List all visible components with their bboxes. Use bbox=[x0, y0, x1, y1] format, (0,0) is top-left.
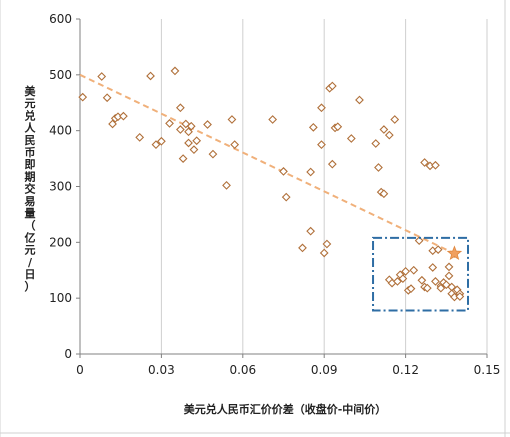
x-tick-labels: 0 0.03 0.06 0.09 0.12 0.15 bbox=[76, 363, 500, 377]
scatter-point bbox=[184, 127, 193, 137]
scatter-point bbox=[417, 275, 427, 285]
scatter-point bbox=[222, 181, 231, 190]
scatter-point bbox=[203, 120, 212, 129]
y-tick-label: 0 bbox=[64, 347, 72, 361]
scatter-point bbox=[306, 226, 316, 236]
scatter-point bbox=[102, 93, 112, 103]
scatter-point bbox=[157, 136, 166, 146]
scatter-point bbox=[178, 154, 188, 163]
scatter-point bbox=[406, 284, 416, 294]
scatter-point bbox=[401, 266, 410, 276]
scatter-point bbox=[431, 277, 440, 286]
scatter-point bbox=[379, 125, 389, 134]
scatter-point bbox=[135, 132, 145, 142]
scatter-point bbox=[384, 130, 394, 140]
x-tick-label: 0.12 bbox=[392, 363, 419, 377]
scatter-point bbox=[420, 158, 429, 167]
scatter-point bbox=[346, 134, 356, 143]
x-tick-label: 0.06 bbox=[229, 363, 256, 377]
scatter-point bbox=[189, 145, 199, 155]
scatter-point bbox=[306, 167, 316, 177]
scatter-point bbox=[374, 163, 383, 172]
y-tick-label: 500 bbox=[49, 68, 72, 82]
scatter-point bbox=[317, 140, 326, 150]
scatter-point bbox=[444, 271, 454, 281]
y-tick-label: 400 bbox=[49, 124, 72, 138]
scatter-points bbox=[78, 66, 465, 302]
scatter-point bbox=[78, 92, 88, 102]
scatter-point bbox=[317, 103, 326, 113]
trendline-group bbox=[79, 73, 455, 255]
scatter-point bbox=[428, 263, 438, 272]
x-tick-label: 0.15 bbox=[474, 363, 501, 377]
scatter-point bbox=[431, 160, 440, 170]
scatter-point bbox=[192, 136, 202, 146]
x-tick-label: 0 bbox=[76, 363, 84, 377]
gridlines bbox=[160, 19, 488, 354]
y-axis-title: 美元兑人民币即期交易量（亿元/日） bbox=[25, 84, 37, 293]
scatter-point bbox=[319, 248, 329, 258]
y-tick-labels: 0 100 200 300 400 500 600 bbox=[49, 12, 72, 361]
scatter-point bbox=[208, 149, 218, 159]
scatter-point bbox=[165, 119, 174, 128]
scatter-point bbox=[279, 167, 288, 176]
scatter-point bbox=[327, 81, 337, 91]
scatter-point bbox=[390, 115, 400, 124]
scatter-point bbox=[322, 239, 332, 249]
y-tick-label: 600 bbox=[49, 12, 72, 26]
highlight-box bbox=[372, 236, 470, 312]
scatter-point bbox=[170, 66, 180, 76]
scatter-point bbox=[327, 159, 337, 169]
scatter-point bbox=[455, 292, 465, 301]
scatter-point bbox=[176, 125, 185, 134]
scatter-point bbox=[281, 192, 291, 202]
scatter-point bbox=[433, 245, 443, 254]
scatter-point bbox=[176, 103, 185, 113]
scatter-point bbox=[268, 115, 278, 124]
scatter-point bbox=[371, 139, 381, 148]
scatter-point bbox=[108, 119, 117, 129]
scatter-point bbox=[308, 122, 318, 132]
scatter-point bbox=[444, 262, 454, 272]
trendline bbox=[79, 73, 455, 255]
scatter-point bbox=[409, 265, 419, 275]
scatter-point bbox=[151, 140, 161, 150]
y-tick-label: 300 bbox=[49, 180, 72, 194]
scatter-point bbox=[146, 71, 155, 81]
highlight-group bbox=[372, 236, 470, 312]
scatter-point bbox=[298, 243, 307, 253]
scatter-point bbox=[379, 189, 389, 199]
y-tick-label: 100 bbox=[49, 291, 72, 305]
scatter-point bbox=[184, 138, 193, 148]
highlight-star-point bbox=[446, 245, 463, 261]
scatter-point bbox=[436, 283, 446, 293]
scatter-point bbox=[333, 122, 343, 132]
y-tick-label: 200 bbox=[49, 235, 72, 249]
x-tick-label: 0.03 bbox=[148, 363, 175, 377]
scatter-point bbox=[97, 72, 107, 81]
scatter-point bbox=[230, 140, 240, 150]
scatter-point bbox=[227, 115, 237, 124]
scatter-point bbox=[355, 95, 364, 105]
x-axis-title: 美元兑人民币汇价价差（收盘价-中间价） bbox=[184, 402, 387, 416]
scatter-point bbox=[398, 274, 408, 284]
x-tick-label: 0.09 bbox=[311, 363, 338, 377]
scatter-point bbox=[119, 111, 128, 121]
axes bbox=[76, 18, 488, 358]
scatter-point bbox=[186, 121, 196, 131]
scatter-point bbox=[422, 283, 432, 293]
scatter-point bbox=[393, 277, 402, 286]
scatter-point bbox=[414, 236, 424, 246]
